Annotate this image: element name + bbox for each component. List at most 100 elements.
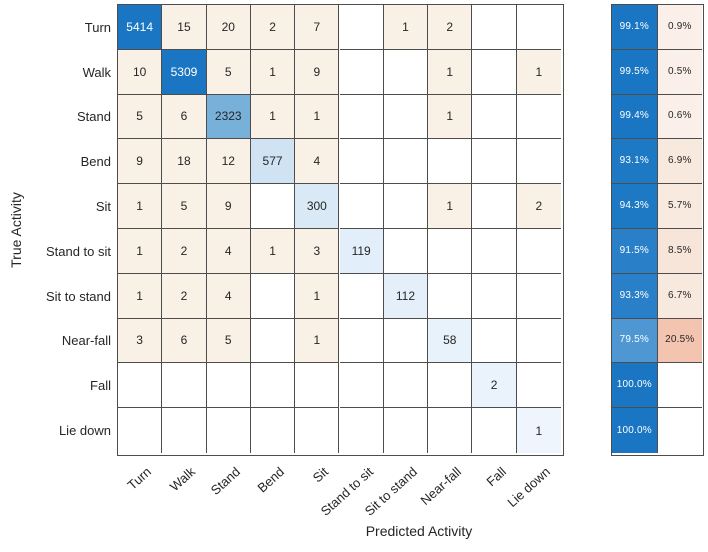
matrix-cell bbox=[516, 5, 561, 50]
matrix-cell bbox=[516, 273, 561, 319]
matrix-cell: 6 bbox=[162, 94, 207, 140]
matrix-cell: 1 bbox=[250, 229, 296, 274]
matrix-cell: 2 bbox=[428, 5, 473, 50]
matrix-cell: 4 bbox=[295, 139, 340, 185]
summary-incorrect-cell: 20.5% bbox=[657, 318, 702, 364]
matrix-cell bbox=[472, 408, 517, 453]
matrix-cell bbox=[516, 94, 561, 140]
y-tick-label: Turn bbox=[84, 19, 111, 35]
matrix-cell bbox=[250, 363, 296, 409]
summary-incorrect-cell: 0.9% bbox=[657, 5, 702, 50]
y-tick-label: Near-fall bbox=[61, 333, 111, 349]
matrix-cell: 112 bbox=[383, 273, 429, 319]
matrix-cell: 2 bbox=[250, 5, 296, 50]
summary-incorrect-cell bbox=[657, 408, 702, 453]
matrix-cell: 1 bbox=[295, 273, 340, 319]
summary-incorrect-cell: 0.5% bbox=[657, 49, 702, 95]
matrix-cell bbox=[472, 5, 517, 50]
matrix-cell bbox=[516, 139, 561, 185]
summary-correct-cell: 100.0% bbox=[612, 363, 658, 409]
matrix-cell: 7 bbox=[295, 5, 340, 50]
matrix-cell: 1 bbox=[516, 49, 561, 95]
matrix-cell bbox=[250, 184, 296, 229]
matrix-cell: 20 bbox=[206, 5, 251, 50]
matrix-cell: 3 bbox=[118, 318, 163, 364]
matrix-cell bbox=[206, 363, 251, 409]
summary-correct-cell: 91.5% bbox=[612, 229, 658, 274]
matrix-cell bbox=[383, 184, 429, 229]
matrix-cell bbox=[162, 363, 207, 409]
matrix-cell: 1 bbox=[118, 273, 163, 319]
y-tick-label: Lie down bbox=[58, 423, 111, 439]
matrix-cell bbox=[428, 273, 473, 319]
matrix-cell: 1 bbox=[383, 5, 429, 50]
matrix-cell bbox=[162, 408, 207, 453]
matrix-cell: 9 bbox=[118, 139, 163, 185]
matrix-cell bbox=[383, 229, 429, 274]
matrix-cell: 2 bbox=[472, 363, 517, 409]
matrix-cell bbox=[118, 363, 163, 409]
matrix-cell: 1 bbox=[428, 49, 473, 95]
matrix-cell: 18 bbox=[162, 139, 207, 185]
matrix-cell: 12 bbox=[206, 139, 251, 185]
matrix-cell bbox=[295, 363, 340, 409]
matrix-cell bbox=[472, 94, 517, 140]
matrix-cell bbox=[383, 363, 429, 409]
matrix-cell: 9 bbox=[295, 49, 340, 95]
summary-incorrect-cell bbox=[657, 363, 702, 409]
matrix-cell bbox=[383, 318, 429, 364]
matrix-cell: 10 bbox=[118, 49, 163, 95]
confusion-matrix-grid: 5414 15 20 2 7 1 2 10 5309 5 1 9 1 1 5 6 2323 1 1 1 9 18 12 577… bbox=[117, 4, 564, 456]
matrix-cell bbox=[516, 318, 561, 364]
y-tick-label: Sit bbox=[95, 199, 111, 215]
matrix-cell bbox=[428, 139, 473, 185]
summary-correct-cell: 93.3% bbox=[612, 273, 658, 319]
matrix-cell bbox=[516, 229, 561, 274]
matrix-cell bbox=[428, 229, 473, 274]
matrix-cell bbox=[339, 363, 384, 409]
matrix-cell bbox=[295, 408, 340, 453]
matrix-cell: 300 bbox=[295, 184, 340, 229]
matrix-cell bbox=[516, 363, 561, 409]
matrix-cell: 1 bbox=[428, 94, 473, 140]
matrix-cell: 2 bbox=[516, 184, 561, 229]
matrix-cell bbox=[472, 273, 517, 319]
matrix-cell: 5414 bbox=[118, 5, 163, 50]
matrix-cell bbox=[339, 5, 384, 50]
matrix-cell: 6 bbox=[162, 318, 207, 364]
summary-correct-cell: 100.0% bbox=[612, 408, 658, 453]
y-tick-label: Sit to stand bbox=[45, 288, 111, 304]
matrix-cell bbox=[428, 408, 473, 453]
matrix-cell bbox=[383, 94, 429, 140]
matrix-cell: 5309 bbox=[162, 49, 207, 95]
matrix-cell: 1 bbox=[118, 229, 163, 274]
summary-incorrect-cell: 0.6% bbox=[657, 94, 702, 140]
matrix-cell bbox=[250, 318, 296, 364]
matrix-cell: 1 bbox=[118, 184, 163, 229]
matrix-cell: 1 bbox=[516, 408, 561, 453]
y-tick-label: Fall bbox=[90, 378, 111, 394]
x-axis-title: Predicted Activity bbox=[365, 523, 473, 539]
summary-incorrect-cell: 6.9% bbox=[657, 139, 702, 185]
matrix-cell bbox=[118, 408, 163, 453]
matrix-cell bbox=[383, 49, 429, 95]
y-tick-label: Bend bbox=[80, 154, 111, 170]
y-tick-label: Walk bbox=[82, 64, 111, 80]
summary-correct-cell: 99.4% bbox=[612, 94, 658, 140]
matrix-cell bbox=[472, 229, 517, 274]
matrix-cell bbox=[339, 94, 384, 140]
summary-correct-cell: 99.5% bbox=[612, 49, 658, 95]
matrix-cell: 1 bbox=[250, 94, 296, 140]
matrix-cell: 5 bbox=[162, 184, 207, 229]
matrix-cell bbox=[339, 408, 384, 453]
matrix-cell: 58 bbox=[428, 318, 473, 364]
matrix-cell bbox=[250, 408, 296, 453]
y-tick-label: Stand bbox=[77, 109, 111, 125]
matrix-cell bbox=[339, 318, 384, 364]
matrix-cell bbox=[250, 273, 296, 319]
y-tick-label: Stand to sit bbox=[45, 243, 111, 259]
matrix-cell: 2 bbox=[162, 229, 207, 274]
matrix-cell: 15 bbox=[162, 5, 207, 50]
matrix-cell: 5 bbox=[206, 49, 251, 95]
